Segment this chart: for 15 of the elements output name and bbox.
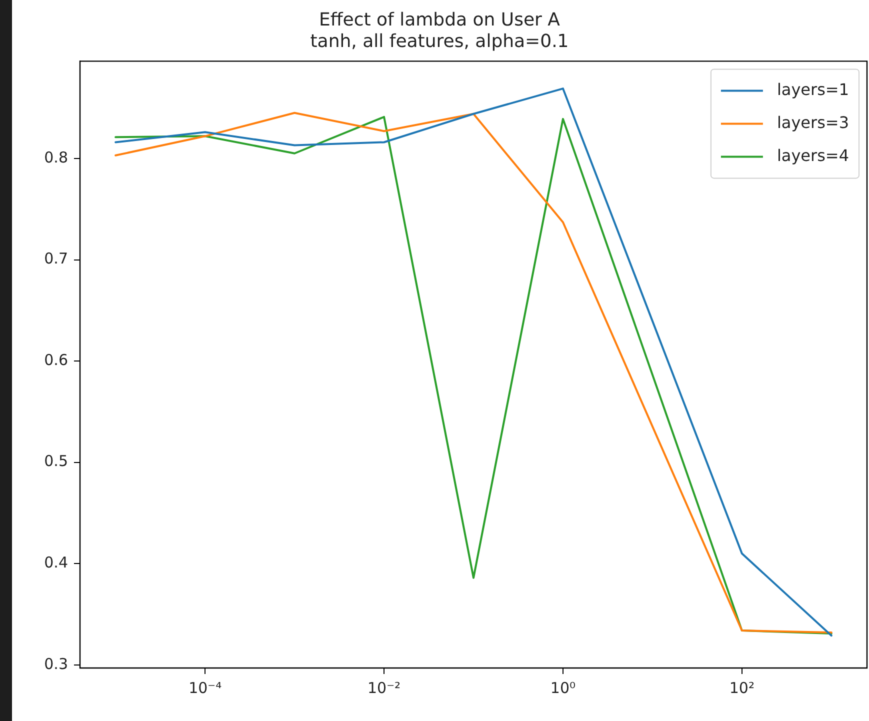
- chart-subtitle: tanh, all features, alpha=0.1: [310, 31, 569, 52]
- legend-label: layers=3: [776, 112, 849, 132]
- x-tick-label: 10⁻⁴: [188, 678, 222, 697]
- x-tick-label: 10⁰: [550, 678, 576, 697]
- y-tick-label: 0.6: [44, 350, 68, 369]
- legend-label: layers=4: [776, 146, 849, 165]
- x-tick-label: 10²: [729, 678, 754, 697]
- y-tick-label: 0.8: [44, 148, 68, 166]
- chart-title: Effect of lambda on User A: [319, 9, 561, 30]
- y-tick-label: 0.5: [44, 452, 68, 470]
- y-tick-label: 0.4: [44, 554, 68, 572]
- x-tick-label: 10⁻²: [368, 678, 401, 697]
- y-tick-label: 0.7: [44, 250, 68, 268]
- legend-label: layers=1: [776, 80, 849, 99]
- y-tick-label: 0.3: [44, 654, 68, 673]
